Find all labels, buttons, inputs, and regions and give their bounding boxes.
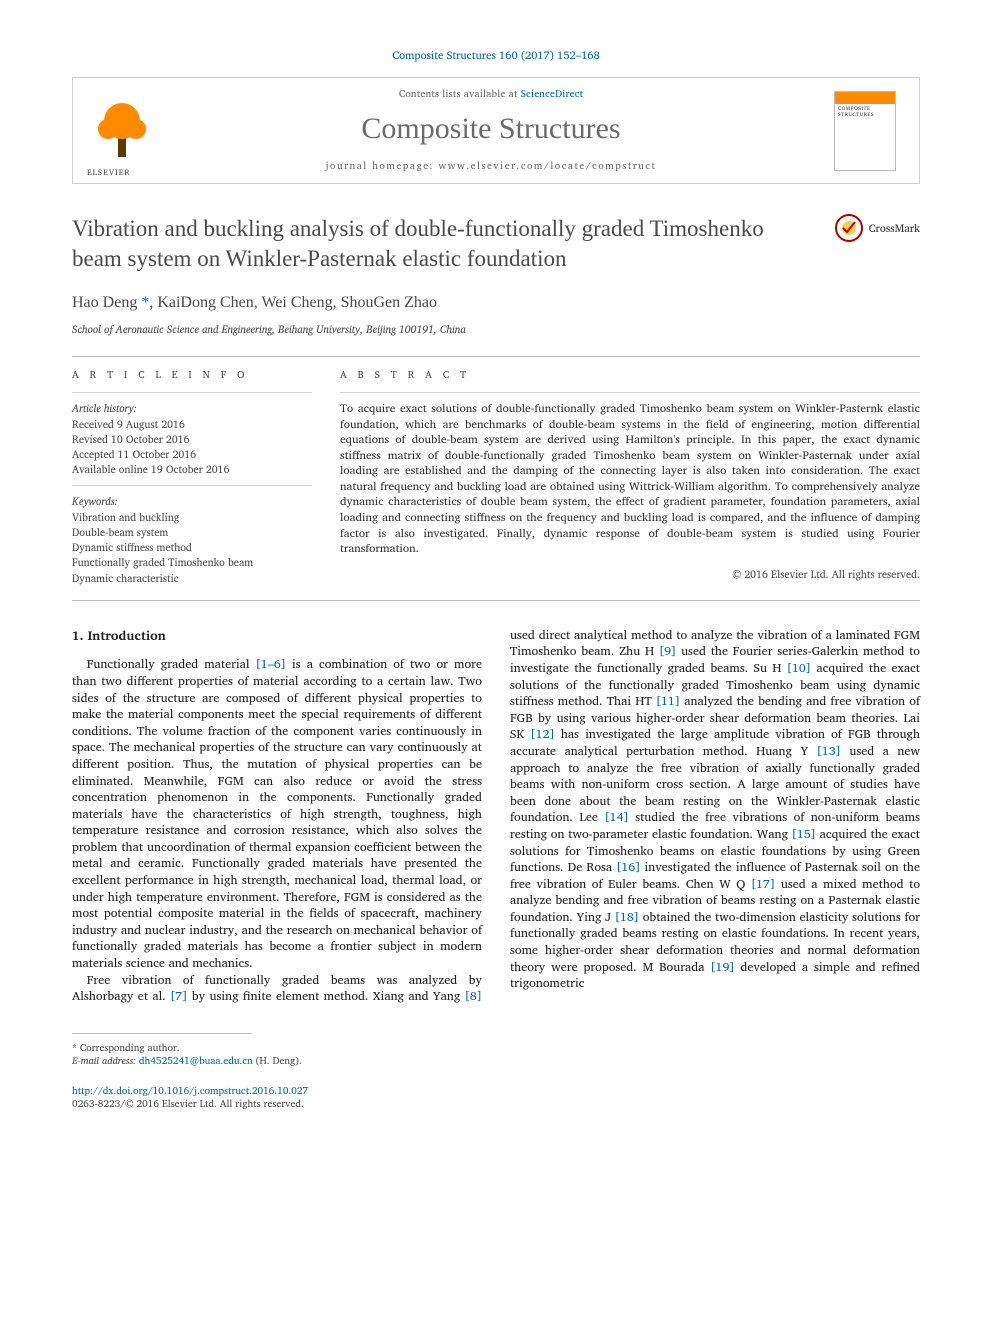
sub-divider	[72, 485, 312, 486]
intro-para-1: Functionally graded material [1–6] is a …	[72, 656, 482, 971]
info-abstract-row: A R T I C L E I N F O Article history: R…	[72, 369, 920, 586]
article-history: Article history: Received 9 August 2016 …	[72, 401, 312, 477]
elsevier-tree-icon	[92, 97, 152, 165]
ref-link[interactable]: [12]	[530, 724, 554, 744]
cover-thumb-icon: COMPOSITE STRUCTURES	[834, 91, 896, 171]
keywords-block: Keywords: Vibration and buckling Double-…	[72, 494, 312, 585]
ref-link[interactable]: [17]	[751, 874, 775, 894]
ref-link[interactable]: [19]	[710, 957, 734, 977]
ref-link[interactable]: [16]	[616, 857, 640, 877]
footnotes: * Corresponding author. E-mail address: …	[72, 1042, 920, 1069]
homepage-url: www.elsevier.com/locate/compstruct	[438, 158, 656, 174]
section-heading: 1. Introduction	[72, 627, 482, 645]
text-run: is a combination of two or more than two…	[72, 654, 482, 973]
ref-link[interactable]: [11]	[656, 691, 680, 711]
email-line: E-mail address: dh4525241@buaa.edu.cn (H…	[72, 1055, 920, 1069]
title-row: Vibration and buckling analysis of doubl…	[72, 214, 920, 274]
ref-link[interactable]: [15]	[792, 824, 816, 844]
history-online: Available online 19 October 2016	[72, 462, 312, 477]
ref-link[interactable]: [14]	[604, 807, 628, 827]
masthead-center: Contents lists available at ScienceDirec…	[157, 88, 825, 174]
journal-cover: COMPOSITE STRUCTURES	[825, 90, 905, 172]
contents-line: Contents lists available at ScienceDirec…	[157, 88, 825, 102]
crossmark-label: CrossMark	[869, 221, 920, 236]
publisher-logo	[87, 90, 157, 172]
divider	[72, 600, 920, 601]
ref-link[interactable]: [7]	[170, 986, 187, 1006]
article-info-column: A R T I C L E I N F O Article history: R…	[72, 369, 312, 586]
ref-link[interactable]: [9]	[659, 641, 676, 661]
crossmark-badge[interactable]: CrossMark	[835, 214, 920, 242]
authors-line: Hao Deng *, KaiDong Chen, Wei Cheng, Sho…	[72, 294, 437, 311]
ref-link[interactable]: [18]	[615, 907, 639, 927]
contents-label: Contents lists available at	[399, 86, 521, 102]
keyword: Dynamic characteristic	[72, 571, 312, 586]
authors: Hao Deng *, KaiDong Chen, Wei Cheng, Sho…	[72, 292, 920, 314]
corr-marker: *	[141, 294, 149, 311]
crossmark-icon	[835, 214, 863, 242]
ref-link[interactable]: [10]	[787, 658, 811, 678]
homepage-line: journal homepage: www.elsevier.com/locat…	[157, 160, 825, 174]
sub-divider	[340, 392, 920, 393]
email-link[interactable]: dh4525241@buaa.edu.cn	[139, 1053, 253, 1069]
ref-link[interactable]: [8]	[465, 986, 482, 1006]
journal-name: Composite Structures	[157, 109, 825, 150]
abstract-column: A B S T R A C T To acquire exact solutio…	[340, 369, 920, 586]
sciencedirect-link[interactable]: ScienceDirect	[521, 86, 584, 102]
homepage-label: journal homepage:	[326, 158, 439, 174]
affiliation: School of Aeronautic Science and Enginee…	[72, 322, 920, 336]
email-label: E-mail address:	[72, 1053, 139, 1069]
issn-line: 0263-8223/© 2016 Elsevier Ltd. All right…	[72, 1098, 920, 1112]
publisher-word: ELSEVIER	[87, 167, 131, 178]
page: Composite Structures 160 (2017) 152–168 …	[0, 0, 992, 1152]
abstract-heading: A B S T R A C T	[340, 369, 920, 383]
cover-thumb-text: COMPOSITE STRUCTURES	[838, 106, 895, 120]
abstract-text: To acquire exact solutions of double-fun…	[340, 401, 920, 556]
masthead: Contents lists available at ScienceDirec…	[72, 77, 920, 185]
footnote-rule	[72, 1033, 252, 1034]
article-info-heading: A R T I C L E I N F O	[72, 369, 312, 383]
body-columns: 1. Introduction Functionally graded mate…	[72, 627, 920, 1005]
bottom-bar: http://dx.doi.org/10.1016/j.compstruct.2…	[72, 1085, 920, 1112]
email-paren: (H. Deng).	[253, 1053, 302, 1069]
ref-link[interactable]: [13]	[817, 741, 841, 761]
abstract-copyright: © 2016 Elsevier Ltd. All rights reserved…	[340, 567, 920, 581]
journal-citation: Composite Structures 160 (2017) 152–168	[72, 48, 920, 63]
divider	[72, 356, 920, 357]
article-title: Vibration and buckling analysis of doubl…	[72, 214, 792, 274]
sub-divider	[72, 392, 312, 393]
